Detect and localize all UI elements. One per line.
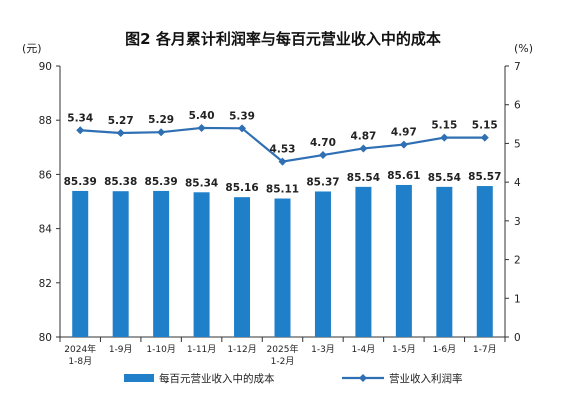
x-tick-label: 1-11月	[187, 344, 216, 355]
bar-cost-per-100-yuan	[314, 191, 331, 337]
right-tick-label: 3	[514, 216, 521, 228]
bar-cost-per-100-yuan	[476, 186, 493, 337]
line-point-marker	[480, 133, 489, 142]
legend-line-marker	[359, 374, 367, 382]
line-point-marker	[76, 126, 85, 135]
bar-cost-per-100-yuan	[395, 184, 412, 337]
line-point-marker	[318, 151, 327, 160]
bar-data-label: 85.39	[64, 176, 97, 188]
line-data-label: 5.27	[108, 115, 134, 127]
x-tick-label: 1-2月	[271, 356, 295, 367]
chart-title: 图2 各月累计利润率与每百元营业收入中的成本	[125, 30, 441, 48]
line-point-marker	[399, 140, 408, 149]
bar-data-label: 85.34	[185, 177, 218, 189]
line-point-marker	[440, 133, 449, 142]
bar-cost-per-100-yuan	[436, 186, 453, 337]
legend-bar-swatch	[124, 374, 154, 382]
right-tick-label: 1	[514, 293, 521, 305]
left-tick-label: 90	[39, 61, 52, 73]
line-data-label: 4.97	[391, 127, 417, 139]
line-data-label: 4.70	[310, 137, 336, 149]
x-tick-label: 1-8月	[68, 356, 92, 367]
bar-cost-per-100-yuan	[112, 191, 129, 337]
legend: 每百元营业收入中的成本 营业收入利润率	[124, 372, 463, 385]
left-axis-unit: (元)	[22, 42, 42, 55]
right-tick-label: 5	[514, 138, 521, 150]
bar-cost-per-100-yuan	[355, 186, 372, 337]
left-tick-label: 80	[39, 332, 52, 344]
bar-data-label: 85.61	[387, 170, 420, 182]
line-data-label: 5.39	[229, 110, 255, 122]
line-point-marker	[359, 144, 368, 153]
bar-data-label: 85.37	[306, 176, 339, 188]
right-tick-label: 7	[514, 61, 521, 73]
bar-cost-per-100-yuan	[193, 192, 210, 337]
x-tick-label: 2025年	[267, 343, 299, 355]
bar-data-label: 85.16	[225, 182, 258, 194]
x-tick-label: 1-9月	[109, 344, 133, 355]
line-point-marker	[238, 124, 247, 133]
bar-cost-per-100-yuan	[72, 190, 89, 337]
right-tick-label: 2	[514, 255, 521, 267]
bar-cost-per-100-yuan	[234, 197, 251, 337]
line-data-label: 5.40	[189, 110, 215, 122]
x-tick-label: 1-12月	[227, 344, 256, 355]
x-tick-label: 1-10月	[146, 344, 175, 355]
line-data-label: 5.15	[431, 120, 457, 132]
legend-bar-label: 每百元营业收入中的成本	[159, 372, 275, 385]
x-tick-label: 1-4月	[352, 344, 376, 355]
right-axis-unit: (%)	[514, 42, 533, 55]
x-tick-label: 1-6月	[432, 344, 456, 355]
legend-line-label: 营业收入利润率	[389, 372, 463, 385]
bar-data-label: 85.38	[104, 176, 137, 188]
x-tick-label: 1-7月	[473, 344, 497, 355]
right-tick-label: 0	[514, 332, 521, 344]
right-tick-label: 6	[514, 100, 521, 112]
bar-data-label: 85.54	[347, 172, 380, 184]
line-data-label: 5.29	[148, 114, 174, 126]
line-point-marker	[278, 157, 287, 166]
x-tick-label: 1-5月	[392, 344, 416, 355]
right-tick-label: 4	[514, 177, 521, 189]
x-tick-label: 1-3月	[311, 344, 335, 355]
bar-cost-per-100-yuan	[274, 198, 291, 337]
left-tick-label: 84	[39, 224, 53, 236]
left-tick-label: 88	[39, 115, 52, 127]
line-data-label: 5.15	[472, 120, 498, 132]
bar-data-label: 85.54	[428, 172, 461, 184]
line-data-label: 4.53	[270, 144, 296, 156]
line-data-label: 5.34	[67, 112, 93, 124]
bar-cost-per-100-yuan	[153, 190, 170, 337]
left-tick-label: 82	[39, 278, 52, 290]
bar-data-label: 85.39	[145, 176, 178, 188]
line-point-marker	[197, 123, 206, 132]
line-point-marker	[157, 128, 166, 137]
bar-data-label: 85.57	[468, 171, 501, 183]
x-tick-label: 2024年	[64, 343, 96, 355]
line-data-label: 4.87	[350, 130, 376, 142]
left-tick-label: 86	[39, 169, 53, 181]
bar-data-label: 85.11	[266, 184, 299, 196]
line-point-marker	[116, 128, 125, 137]
